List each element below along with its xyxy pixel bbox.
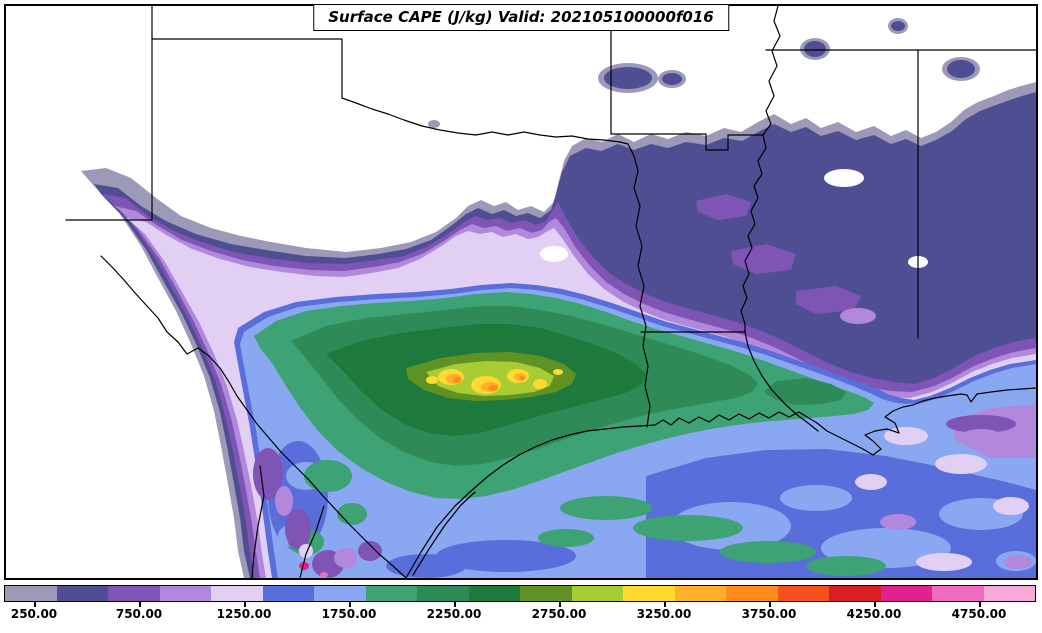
colorbar-segment: [674, 586, 726, 601]
cape-map-svg: [65, 6, 1036, 578]
colorbar-segment: [880, 586, 932, 601]
colorbar-tick: [139, 602, 141, 607]
colorbar-tick: [874, 602, 876, 607]
river-rio-grande-border: [100, 255, 407, 578]
colorbar-ticks: [4, 602, 1034, 607]
plot-title: Surface CAPE (J/kg) Valid: 202105100000f…: [328, 8, 714, 26]
colorbar-tick-label: 3750.00: [741, 607, 797, 621]
coastline-barrier-island: [412, 491, 476, 576]
colorbar-tick-label: 2250.00: [426, 607, 482, 621]
colorbar-tick: [34, 602, 36, 607]
colorbar-tick-label: 4750.00: [951, 607, 1007, 621]
colorbar-segment: [5, 586, 57, 601]
colorbar-segment: [417, 586, 469, 601]
colorbar-segment: [262, 586, 314, 601]
colorbar-tick-label: 1750.00: [321, 607, 377, 621]
state-line-mexico-2: [299, 505, 325, 578]
colorbar-segment: [520, 586, 572, 601]
colorbar-segment: [726, 586, 778, 601]
colorbar-tick-label: 4250.00: [846, 607, 902, 621]
state-line-texas-east: [627, 143, 651, 428]
colorbar-tick-label: 3250.00: [636, 607, 692, 621]
colorbar-segment: [56, 586, 108, 601]
colorbar-segment: [365, 586, 417, 601]
coastline-gulf: [405, 387, 1036, 578]
colorbar-segment: [932, 586, 984, 601]
colorbar-tick-labels: 250.00 750.00 1250.00 1750.00 2250.00 2750.00…: [4, 607, 1034, 623]
state-line-texas-panhandle: [151, 38, 343, 99]
colorbar-segment: [314, 586, 366, 601]
colorbar-segment: [468, 586, 520, 601]
colorbar-segment: [108, 586, 160, 601]
colorbar-segment: [211, 586, 263, 601]
cape-filled-contours: [81, 18, 1036, 578]
colorbar-tick-label: 750.00: [115, 607, 163, 621]
state-and-coast-lines: [65, 6, 1036, 578]
colorbar-tick: [769, 602, 771, 607]
colorbar-segment: [829, 586, 881, 601]
colorbar-tick-label: 250.00: [10, 607, 58, 621]
colorbar-tick: [454, 602, 456, 607]
colorbar-segment: [159, 586, 211, 601]
colorbar-tick: [244, 602, 246, 607]
colorbar-tick: [664, 602, 666, 607]
colorbar-segment: [983, 586, 1035, 601]
colorbar: [4, 585, 1036, 602]
colorbar-tick: [349, 602, 351, 607]
map-frame: [4, 4, 1038, 580]
colorbar-tick: [979, 602, 981, 607]
colorbar-tick-label: 2750.00: [531, 607, 587, 621]
colorbar-tick-label: 1250.00: [216, 607, 272, 621]
colorbar-segment: [571, 586, 623, 601]
state-line-missouri-arkansas: [610, 133, 764, 151]
colorbar-segment: [623, 586, 675, 601]
title-box: Surface CAPE (J/kg) Valid: 202105100000f…: [313, 4, 729, 31]
state-line-mexico-1: [251, 465, 265, 578]
river-red-river-border: [341, 97, 629, 145]
colorbar-segment: [777, 586, 829, 601]
river-mississippi: [740, 6, 819, 432]
colorbar-tick: [559, 602, 561, 607]
